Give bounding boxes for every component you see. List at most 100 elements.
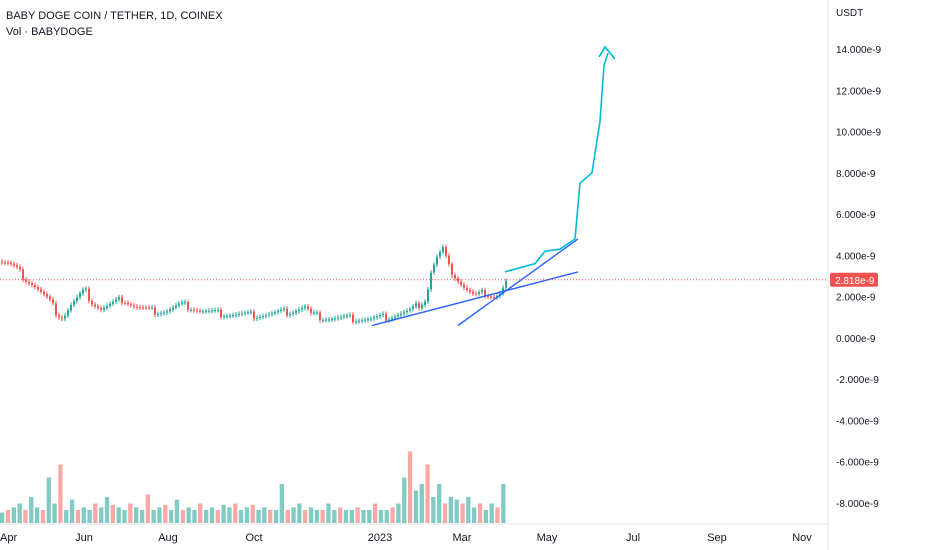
candle-body bbox=[76, 297, 78, 302]
drawings[interactable] bbox=[371, 45, 616, 327]
candle-body bbox=[331, 319, 333, 320]
price-axis[interactable]: 14.000e-9 12.000e-9 10.000e-9 8.000e-9 6.000… bbox=[836, 45, 881, 510]
candle-body bbox=[163, 312, 165, 314]
y-tick-label: 14.000e-9 bbox=[836, 45, 881, 56]
volume-bar bbox=[17, 503, 22, 523]
candle-body bbox=[382, 313, 384, 316]
volume-bar bbox=[279, 484, 284, 523]
candle-body bbox=[310, 308, 312, 313]
candle-body bbox=[235, 314, 237, 316]
volume-bar bbox=[104, 497, 110, 523]
candle-body bbox=[268, 314, 270, 316]
volume-bar bbox=[442, 503, 448, 523]
candle-body bbox=[97, 306, 99, 308]
volume-bar bbox=[268, 510, 273, 523]
candle-body bbox=[391, 318, 393, 320]
candle-body bbox=[487, 296, 489, 298]
price-unit: USDT bbox=[836, 8, 863, 19]
volume-bar bbox=[11, 507, 16, 523]
volume-bar bbox=[244, 507, 250, 523]
candle-body bbox=[10, 262, 12, 264]
candle-body bbox=[427, 289, 429, 302]
candle-body bbox=[259, 316, 261, 318]
candle-body bbox=[289, 314, 291, 316]
candle-body bbox=[346, 315, 348, 317]
candle-body bbox=[460, 281, 462, 285]
candle-body bbox=[139, 307, 141, 309]
candle-body bbox=[130, 304, 132, 306]
candle-body bbox=[451, 264, 453, 276]
candle-body bbox=[262, 316, 264, 317]
volume-bar bbox=[466, 497, 471, 523]
volume-bar bbox=[40, 510, 46, 523]
candle-body bbox=[373, 317, 375, 319]
volume-bar bbox=[367, 510, 372, 523]
candle-body bbox=[49, 296, 51, 300]
candle-body bbox=[463, 284, 465, 288]
candle-body bbox=[4, 262, 6, 264]
candle-body bbox=[37, 287, 39, 290]
volume-bar bbox=[81, 507, 86, 523]
y-tick-label: 6.000e-9 bbox=[836, 210, 876, 221]
candle-body bbox=[7, 262, 9, 264]
candle-body bbox=[403, 312, 405, 314]
candle-body bbox=[415, 303, 417, 307]
candle-body bbox=[67, 310, 69, 316]
candle-body bbox=[115, 299, 117, 302]
candle-body bbox=[238, 313, 240, 315]
candle-body bbox=[148, 307, 150, 309]
candle-body bbox=[118, 297, 120, 300]
candle-body bbox=[145, 307, 147, 309]
volume-bar bbox=[256, 510, 261, 523]
candle-body bbox=[361, 320, 363, 322]
y-tick-label: 12.000e-9 bbox=[836, 86, 881, 97]
candle-body bbox=[370, 318, 372, 320]
candle-body bbox=[133, 305, 135, 307]
volume-bar bbox=[437, 484, 442, 523]
x-tick-label: Aug bbox=[158, 532, 178, 544]
candle-body bbox=[367, 319, 369, 321]
candle-body bbox=[469, 290, 471, 292]
volume-bar bbox=[99, 507, 104, 523]
volume-bar bbox=[489, 503, 494, 523]
candle-body bbox=[46, 294, 48, 297]
candle-body bbox=[193, 309, 195, 311]
volume-bar bbox=[460, 503, 465, 523]
x-tick-label: 2023 bbox=[368, 532, 392, 544]
candle-body bbox=[250, 311, 252, 313]
candle-body bbox=[412, 306, 414, 310]
candle-body bbox=[25, 279, 27, 282]
candle-body bbox=[406, 310, 408, 313]
last-price-tag: 2.818e-9 bbox=[830, 272, 878, 287]
candle-body bbox=[142, 307, 144, 309]
candle-body bbox=[103, 307, 105, 310]
candle-body bbox=[442, 247, 444, 252]
volume-legend[interactable]: Vol · BABYDOGE bbox=[6, 26, 93, 38]
volume-bar bbox=[186, 507, 191, 523]
chart-title[interactable]: BABY DOGE COIN / TETHER, 1D, COINEX bbox=[6, 10, 223, 22]
volume-bar bbox=[192, 510, 197, 523]
volume-bar bbox=[75, 510, 81, 523]
time-axis[interactable]: Apr Jun Aug Oct 2023 Mar May Jul Sep Nov bbox=[0, 532, 812, 544]
volume-bar bbox=[472, 507, 477, 523]
volume-bar bbox=[69, 499, 75, 523]
volume-bar bbox=[238, 510, 244, 523]
volume-bar bbox=[221, 504, 226, 523]
x-tick-label: Jul bbox=[626, 532, 640, 544]
volume-bar bbox=[501, 484, 506, 523]
candle-body bbox=[484, 290, 486, 297]
volume-bar bbox=[233, 503, 238, 523]
volume-bar bbox=[355, 507, 360, 523]
candle-body bbox=[13, 263, 15, 266]
candle-body bbox=[199, 310, 201, 312]
candle-body bbox=[136, 306, 138, 308]
candle-body bbox=[493, 297, 495, 299]
candle-body bbox=[109, 303, 111, 306]
volume-bar bbox=[297, 503, 302, 523]
volume-bar bbox=[122, 510, 127, 523]
volume-bar bbox=[314, 510, 319, 523]
candle-body bbox=[418, 303, 420, 308]
volume-bar bbox=[46, 477, 51, 523]
candle-body bbox=[175, 305, 177, 308]
